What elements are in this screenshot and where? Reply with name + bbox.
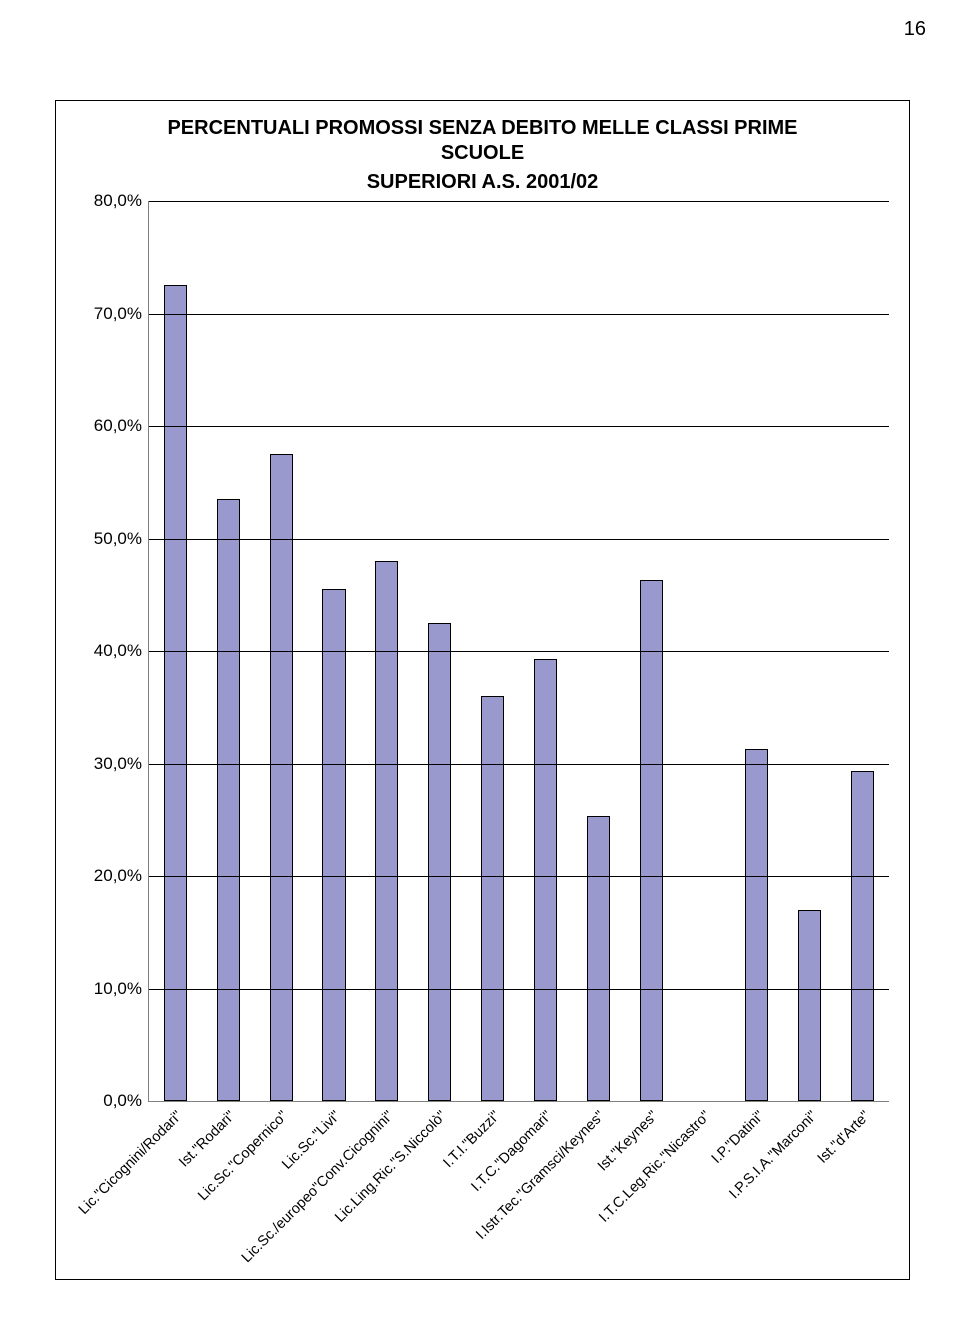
bar: [164, 285, 187, 1101]
plot-area: [148, 201, 889, 1102]
bar: [217, 499, 240, 1101]
x-tick-label: Ist."d'Arte": [814, 1108, 873, 1167]
gridline: [149, 201, 889, 202]
y-tick-label: 30,0%: [94, 754, 142, 774]
x-tick-label: Lic.Ling.Ric."S.Niccolò": [332, 1108, 450, 1226]
gridline: [149, 426, 889, 427]
chart-title-line2: SUPERIORI A.S. 2001/02: [126, 170, 839, 195]
gridline: [149, 314, 889, 315]
chart-title-line1: PERCENTUALI PROMOSSI SENZA DEBITO MELLE …: [126, 116, 839, 166]
gridline: [149, 764, 889, 765]
bar: [375, 561, 398, 1101]
bar: [322, 589, 345, 1101]
bar: [534, 659, 557, 1101]
y-tick-label: 60,0%: [94, 416, 142, 436]
x-tick-label: Lic.Sc."Copernico": [195, 1108, 291, 1204]
y-tick-label: 20,0%: [94, 866, 142, 886]
bar: [745, 749, 768, 1101]
y-tick-label: 10,0%: [94, 979, 142, 999]
y-axis: 0,0%10,0%20,0%30,0%40,0%50,0%60,0%70,0%8…: [76, 201, 148, 1101]
chart: 0,0%10,0%20,0%30,0%40,0%50,0%60,0%70,0%8…: [76, 201, 889, 1322]
gridline: [149, 876, 889, 877]
bar: [640, 580, 663, 1101]
gridline: [149, 651, 889, 652]
gridline: [149, 989, 889, 990]
gridline: [149, 539, 889, 540]
bar: [481, 696, 504, 1101]
page: 16 PERCENTUALI PROMOSSI SENZA DEBITO MEL…: [0, 0, 960, 1336]
bar: [428, 623, 451, 1101]
chart-frame: PERCENTUALI PROMOSSI SENZA DEBITO MELLE …: [55, 100, 910, 1280]
y-tick-label: 70,0%: [94, 304, 142, 324]
x-axis: Lic."Cicognini/Rodari"Ist."Rodari"Lic.Sc…: [148, 1102, 889, 1322]
bar: [798, 910, 821, 1101]
bar: [587, 816, 610, 1101]
bar: [270, 454, 293, 1101]
bar: [851, 771, 874, 1101]
page-number: 16: [904, 18, 926, 41]
y-tick-label: 80,0%: [94, 191, 142, 211]
y-tick-label: 40,0%: [94, 641, 142, 661]
y-tick-label: 50,0%: [94, 529, 142, 549]
x-tick-label: Lic."Cicognini/Rodari": [76, 1108, 186, 1218]
y-tick-label: 0,0%: [103, 1091, 142, 1111]
